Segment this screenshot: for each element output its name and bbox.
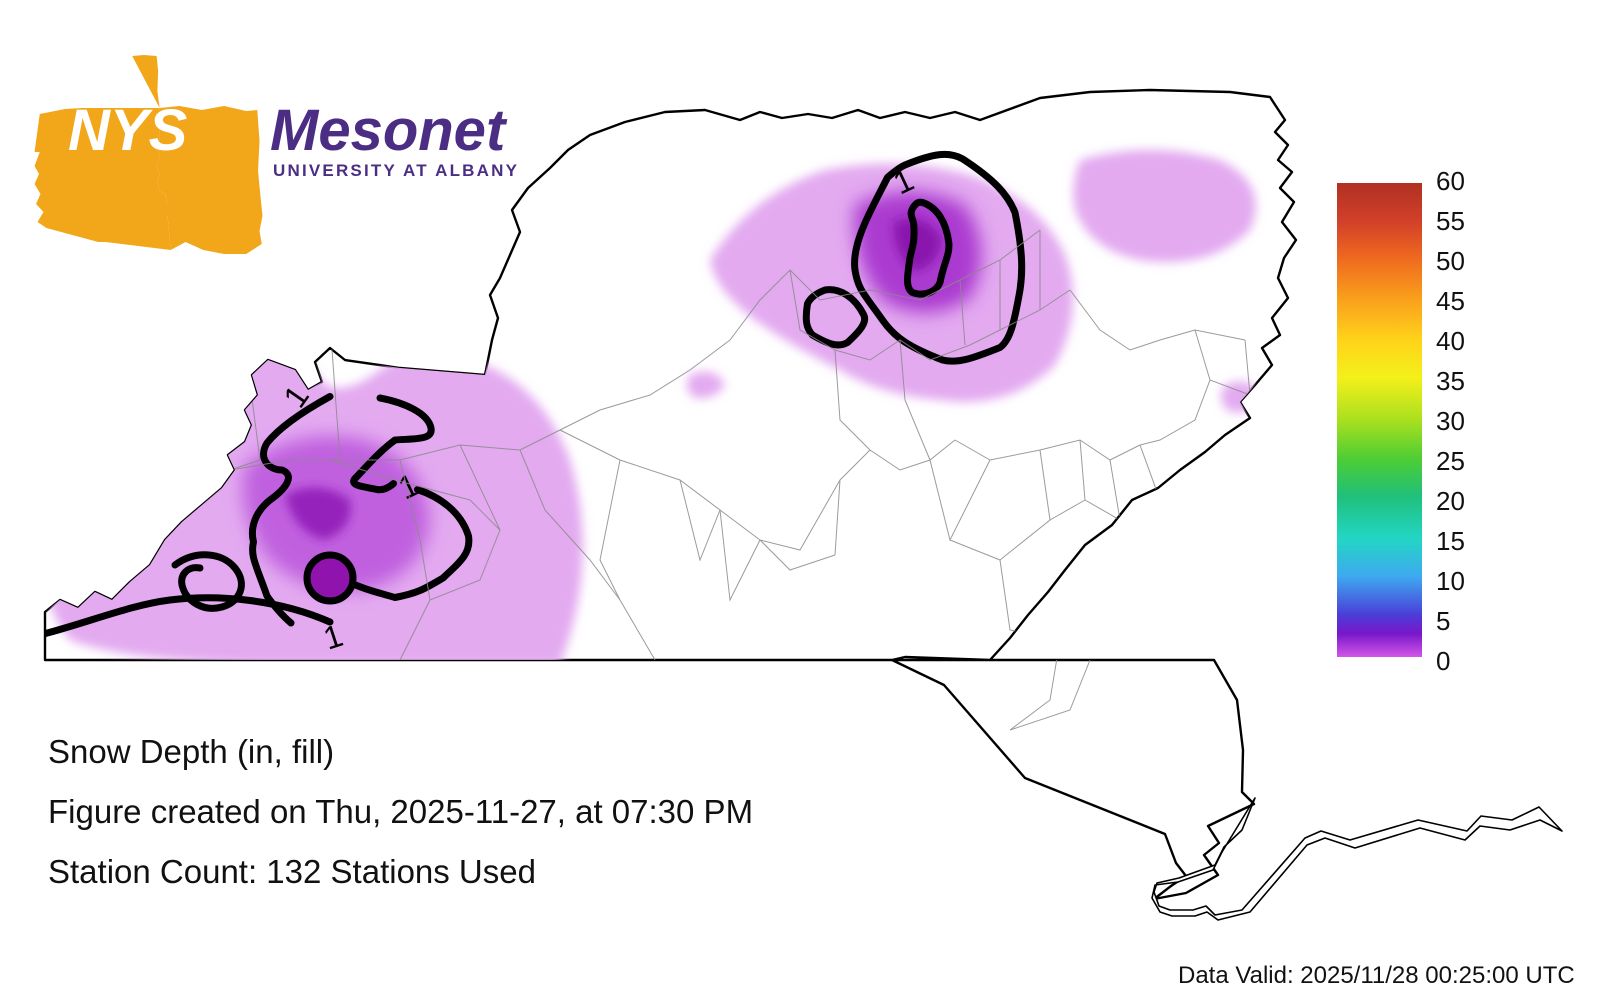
- svg-text:Mesonet: Mesonet: [270, 98, 508, 163]
- svg-text:NYS: NYS: [68, 98, 188, 163]
- svg-text:UNIVERSITY AT ALBANY: UNIVERSITY AT ALBANY: [273, 161, 519, 180]
